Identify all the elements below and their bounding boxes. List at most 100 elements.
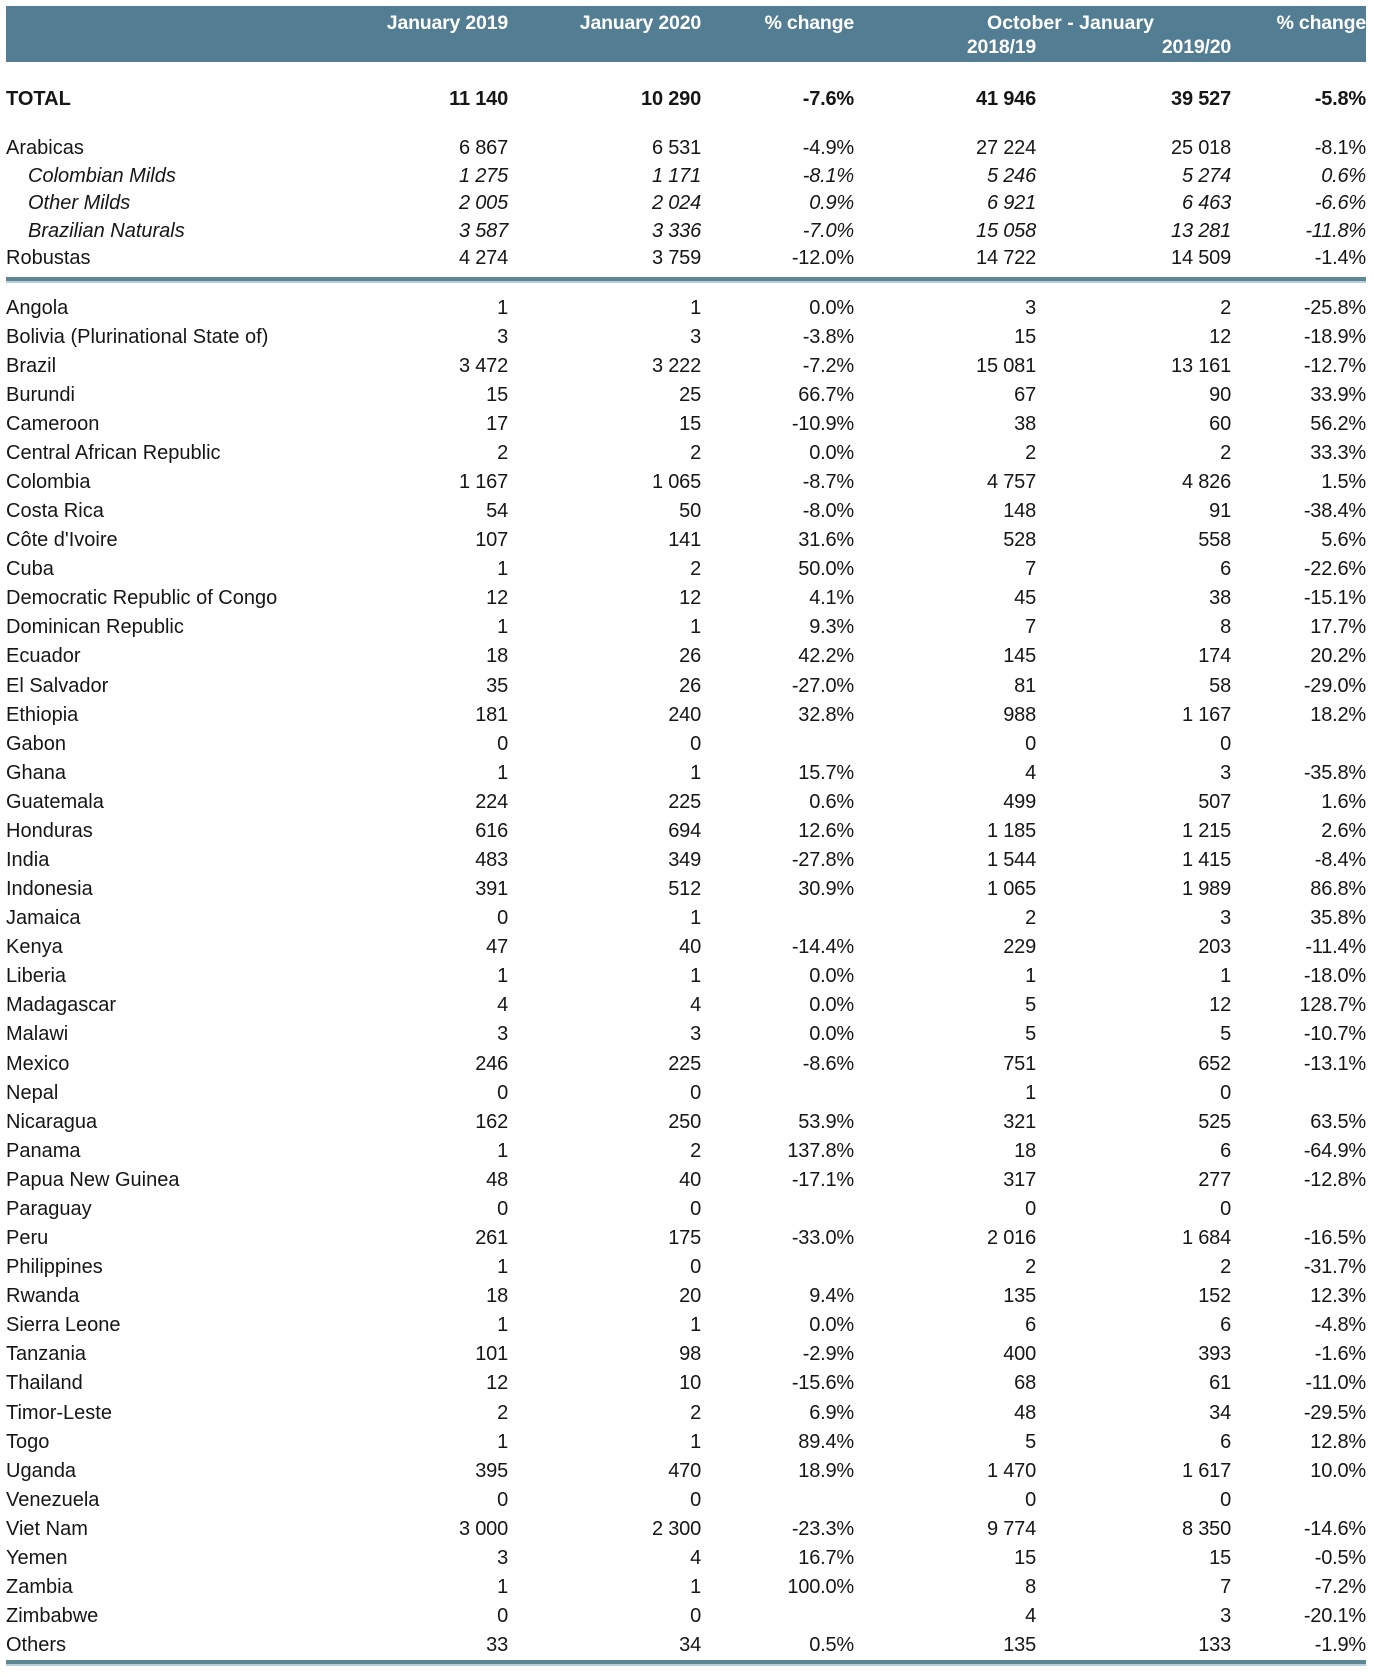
cell-octjan-2019-20: 12 <box>1209 325 1231 348</box>
cell-octjan-2019-20: 90 <box>1209 383 1231 406</box>
cell-pct-season: 12.8% <box>1310 1430 1366 1453</box>
cell-octjan-2019-20: 34 <box>1209 1401 1231 1424</box>
cell-jan2019: 1 <box>497 1139 508 1162</box>
cell-pct-season: 20.2% <box>1310 645 1366 668</box>
cell-octjan-2018-19: 7 <box>1025 616 1036 639</box>
cell-jan2019: 616 <box>475 819 508 842</box>
cell-jan2019: 2 005 <box>458 192 508 215</box>
cell-jan2019: 1 <box>497 1430 508 1453</box>
cell-pct-season: 12.3% <box>1310 1285 1366 1308</box>
cell-pct-month: -12.0% <box>791 247 854 270</box>
row-label: Cameroon <box>6 412 100 435</box>
row-label: Dominican Republic <box>6 616 184 639</box>
cell-pct-month: 30.9% <box>798 878 854 901</box>
cell-octjan-2018-19: 9 774 <box>986 1517 1036 1540</box>
cell-octjan-2019-20: 6 <box>1220 1430 1231 1453</box>
cell-octjan-2019-20: 61 <box>1209 1372 1231 1395</box>
col-header-2019-20: 2019/20 <box>1161 35 1231 58</box>
cell-octjan-2019-20: 91 <box>1209 500 1231 523</box>
cell-octjan-2019-20: 7 <box>1220 1575 1231 1598</box>
cell-pct-season: -1.9% <box>1314 1634 1366 1657</box>
cell-jan2020: 40 <box>679 936 701 959</box>
cell-octjan-2018-19: 148 <box>1003 500 1036 523</box>
cell-jan2019: 0 <box>497 732 508 755</box>
row-label: Honduras <box>6 819 93 842</box>
cell-octjan-2018-19: 0 <box>1025 1488 1036 1511</box>
cell-jan2020: 2 <box>690 558 701 581</box>
cell-octjan-2019-20: 0 <box>1220 1197 1231 1220</box>
country-row: Colombia 1 167 1 065 -8.7% 4 757 4 826 1… <box>6 468 1366 497</box>
cell-pct-season: 56.2% <box>1310 412 1366 435</box>
cell-octjan-2018-19: 14 722 <box>976 247 1036 270</box>
cell-jan2020: 2 024 <box>651 192 701 215</box>
country-row: Ethiopia 181 240 32.8% 988 1 167 18.2% <box>6 701 1366 730</box>
cell-octjan-2018-19: 15 058 <box>976 219 1036 242</box>
country-row: Thailand 12 10 -15.6% 68 61 -11.0% <box>6 1369 1366 1398</box>
cell-octjan-2018-19: 7 <box>1025 558 1036 581</box>
cell-jan2019: 2 <box>497 441 508 464</box>
cell-octjan-2019-20: 2 <box>1220 1256 1231 1279</box>
cell-pct-month: 0.9% <box>809 192 854 215</box>
cell-jan2019: 483 <box>475 849 508 872</box>
cell-octjan-2018-19: 145 <box>1003 645 1036 668</box>
cell-pct-season: -38.4% <box>1303 500 1366 523</box>
cell-pct-month: -23.3% <box>791 1517 854 1540</box>
cell-octjan-2019-20: 15 <box>1209 1546 1231 1569</box>
total-label: TOTAL <box>6 87 71 110</box>
cell-jan2020: 0 <box>690 1081 701 1104</box>
country-row: Malawi 3 3 0.0% 5 5 -10.7% <box>6 1020 1366 1049</box>
row-label: Nicaragua <box>6 1110 98 1133</box>
cell-jan2020: 512 <box>668 878 701 901</box>
cell-octjan-2019-20: 2 <box>1220 296 1231 319</box>
group-row: Robustas 4 274 3 759 -12.0% 14 722 14 50… <box>6 245 1366 273</box>
country-row: Cuba 1 2 50.0% 7 6 -22.6% <box>6 555 1366 584</box>
cell-jan2020: 1 <box>690 1430 701 1453</box>
cell-jan2020: 225 <box>668 1052 701 1075</box>
cell-octjan-2018-19: 8 <box>1025 1575 1036 1598</box>
cell-octjan-2019-20: 5 <box>1220 1023 1231 1046</box>
cell-pct-month: 0.0% <box>809 1314 854 1337</box>
cell-jan2019: 0 <box>497 1488 508 1511</box>
cell-pct-season: -11.4% <box>1305 936 1366 959</box>
cell-octjan-2019-20: 60 <box>1209 412 1231 435</box>
country-row: Uganda 395 470 18.9% 1 470 1 617 10.0% <box>6 1457 1366 1486</box>
row-label: Brazilian Naturals <box>28 219 185 242</box>
row-label: Sierra Leone <box>6 1314 121 1337</box>
cell-pct-month: 12.6% <box>798 819 854 842</box>
row-label: Peru <box>6 1227 49 1250</box>
cell-octjan-2019-20: 0 <box>1220 732 1231 755</box>
country-row: Jamaica 0 1 2 3 35.8% <box>6 904 1366 933</box>
country-row: Democratic Republic of Congo 12 12 4.1% … <box>6 584 1366 613</box>
cell-pct-season: -6.6% <box>1314 192 1366 215</box>
cell-pct-month: 9.3% <box>809 616 854 639</box>
cell-jan2019: 33 <box>486 1634 508 1657</box>
country-row: Zimbabwe 0 0 4 3 -20.1% <box>6 1602 1366 1631</box>
country-row: Angola 1 1 0.0% 3 2 -25.8% <box>6 294 1366 323</box>
row-label: Colombian Milds <box>28 164 176 187</box>
cell-pct-month: 4.1% <box>809 587 854 610</box>
cell-pct-season: -15.1% <box>1303 587 1366 610</box>
cell-jan2019: 3 <box>497 325 508 348</box>
cell-pct-season: -22.6% <box>1303 558 1366 581</box>
cell-jan2020: 1 171 <box>651 164 701 187</box>
cell-pct-season: -29.0% <box>1303 674 1366 697</box>
cell-octjan-2019-20: 1 167 <box>1181 703 1231 726</box>
cell-jan2020: 141 <box>668 529 701 552</box>
cell-jan2019: 391 <box>475 878 508 901</box>
row-label: Côte d'Ivoire <box>6 529 118 552</box>
cell-jan2020: 25 <box>679 383 701 406</box>
cell-octjan-2019-20: 652 <box>1198 1052 1231 1075</box>
cell-pct-season: -1.6% <box>1314 1343 1366 1366</box>
cell-pct-month: 0.0% <box>809 441 854 464</box>
cell-jan2020: 1 <box>690 761 701 784</box>
cell-octjan-2018-19: 1 <box>1025 965 1036 988</box>
country-row: Honduras 616 694 12.6% 1 185 1 215 2.6% <box>6 817 1366 846</box>
cell-jan2019: 1 <box>497 616 508 639</box>
cell-jan2019: 54 <box>486 500 508 523</box>
row-label: El Salvador <box>6 674 109 697</box>
cell-jan2020: 0 <box>690 1605 701 1628</box>
cell-pct-month: -8.0% <box>802 500 854 523</box>
row-label: Uganda <box>6 1459 77 1482</box>
cell-pct-season: 18.2% <box>1310 703 1366 726</box>
cell-pct-season: -35.8% <box>1303 761 1366 784</box>
